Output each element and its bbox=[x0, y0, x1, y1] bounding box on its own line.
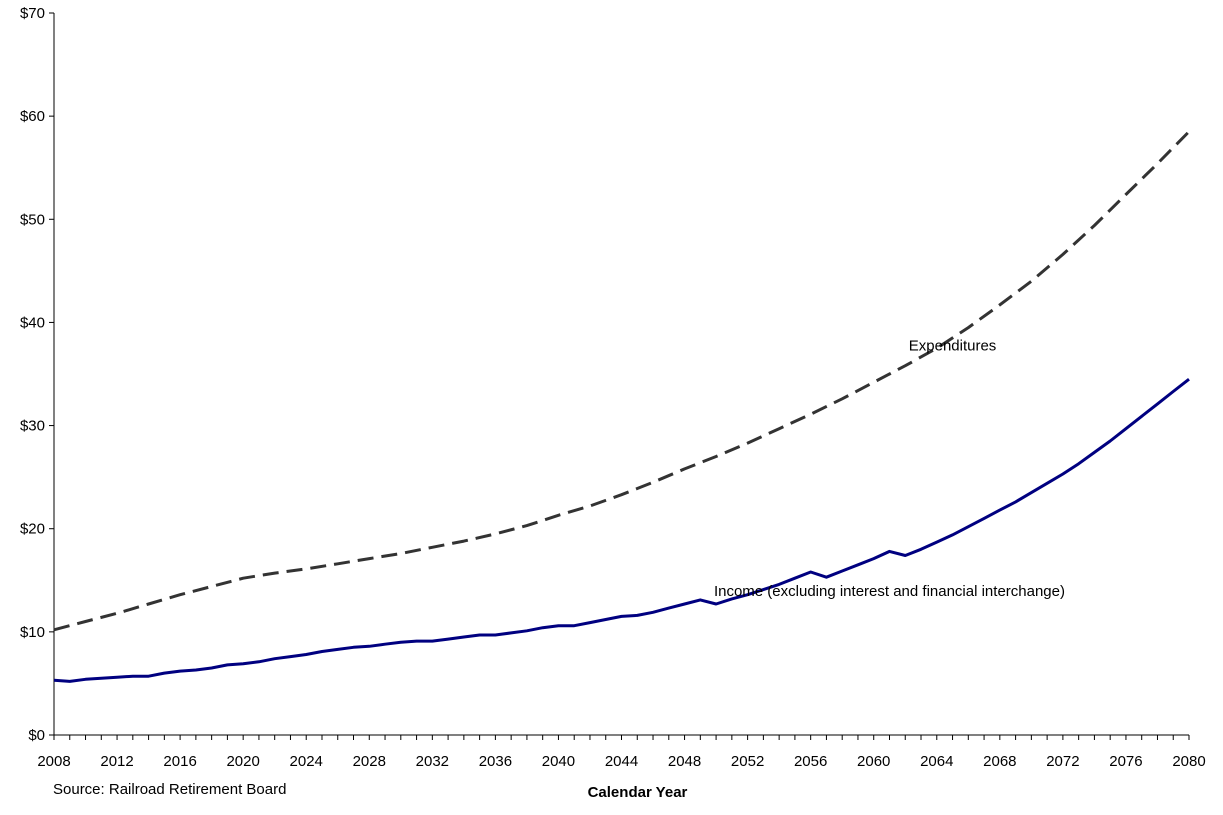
income-label: Income (excluding interest and financial… bbox=[714, 583, 1065, 600]
x-tick-label: 2060 bbox=[857, 753, 890, 770]
x-tick-label: 2024 bbox=[290, 753, 323, 770]
x-tick-label: 2064 bbox=[920, 753, 953, 770]
x-tick-label: 2068 bbox=[983, 753, 1016, 770]
x-tick-label: 2020 bbox=[226, 753, 259, 770]
x-tick-label: 2080 bbox=[1172, 753, 1205, 770]
x-tick-label: 2032 bbox=[416, 753, 449, 770]
x-tick-label: 2028 bbox=[353, 753, 386, 770]
x-tick-label: 2008 bbox=[37, 753, 70, 770]
y-tick-label: $30 bbox=[20, 418, 45, 435]
y-tick-label: $50 bbox=[20, 211, 45, 228]
expenditures-label: Expenditures bbox=[909, 337, 997, 354]
y-tick-label: $10 bbox=[20, 624, 45, 641]
y-tick-label: $20 bbox=[20, 521, 45, 538]
x-tick-label: 2044 bbox=[605, 753, 638, 770]
y-tick-label: $60 bbox=[20, 108, 45, 125]
y-tick-label: $0 bbox=[28, 727, 45, 744]
expenditures-line bbox=[53, 130, 1191, 632]
x-axis-title: Calendar Year bbox=[588, 784, 688, 801]
y-tick-label: $40 bbox=[20, 314, 45, 331]
x-tick-label: 2036 bbox=[479, 753, 512, 770]
x-tick-label: 2012 bbox=[100, 753, 133, 770]
x-tick-label: 2076 bbox=[1109, 753, 1142, 770]
source-note: Source: Railroad Retirement Board bbox=[53, 781, 287, 798]
x-tick-label: 2052 bbox=[731, 753, 764, 770]
y-tick-label: $70 bbox=[20, 5, 45, 22]
x-tick-label: 2056 bbox=[794, 753, 827, 770]
income-line bbox=[53, 378, 1190, 683]
x-tick-label: 2072 bbox=[1046, 753, 1079, 770]
x-tick-label: 2040 bbox=[542, 753, 575, 770]
x-tick-label: 2048 bbox=[668, 753, 701, 770]
x-tick-label: 2016 bbox=[163, 753, 196, 770]
